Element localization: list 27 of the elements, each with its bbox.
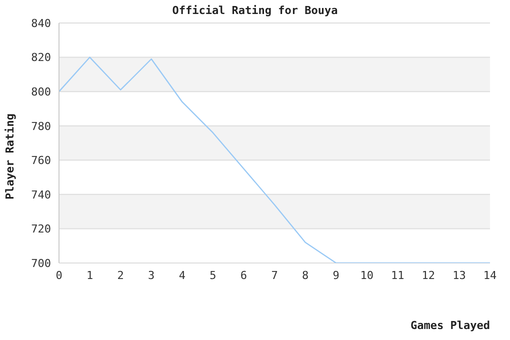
x-axis-title: Games Played: [410, 319, 490, 332]
x-tick-label: 10: [360, 268, 374, 282]
line-series: [59, 56, 490, 263]
chart-title: Official Rating for Bouya: [171, 4, 339, 17]
x-tick-label: 9: [332, 268, 340, 282]
y-tick-label: 700: [31, 256, 51, 270]
x-tick-label: 3: [148, 268, 155, 282]
y-tick-label: 800: [31, 85, 51, 98]
x-tick-label: 7: [271, 268, 278, 282]
x-tick-label: 1: [86, 268, 94, 282]
x-tick-label: 4: [178, 268, 186, 282]
y-tick-label: 760: [31, 154, 51, 168]
x-tick-label: 2: [117, 268, 124, 282]
x-tick-label: 0: [56, 268, 62, 282]
y-tick-label: 840: [31, 16, 51, 30]
x-tick-label: 6: [240, 268, 248, 282]
y-tick-label: 720: [31, 222, 51, 236]
x-tick-label: 13: [452, 268, 466, 282]
y-tick-label: 780: [31, 120, 51, 133]
x-tick-label: 8: [302, 268, 309, 282]
x-tick-label: 12: [422, 268, 436, 282]
x-tick-label: 14: [483, 268, 497, 282]
y-tick-label: 820: [31, 51, 51, 64]
x-tick-label: 11: [391, 268, 404, 282]
x-tick-label: 5: [210, 268, 216, 282]
y-tick-label: 740: [31, 188, 51, 202]
y-axis-title: Player Rating: [4, 112, 16, 202]
